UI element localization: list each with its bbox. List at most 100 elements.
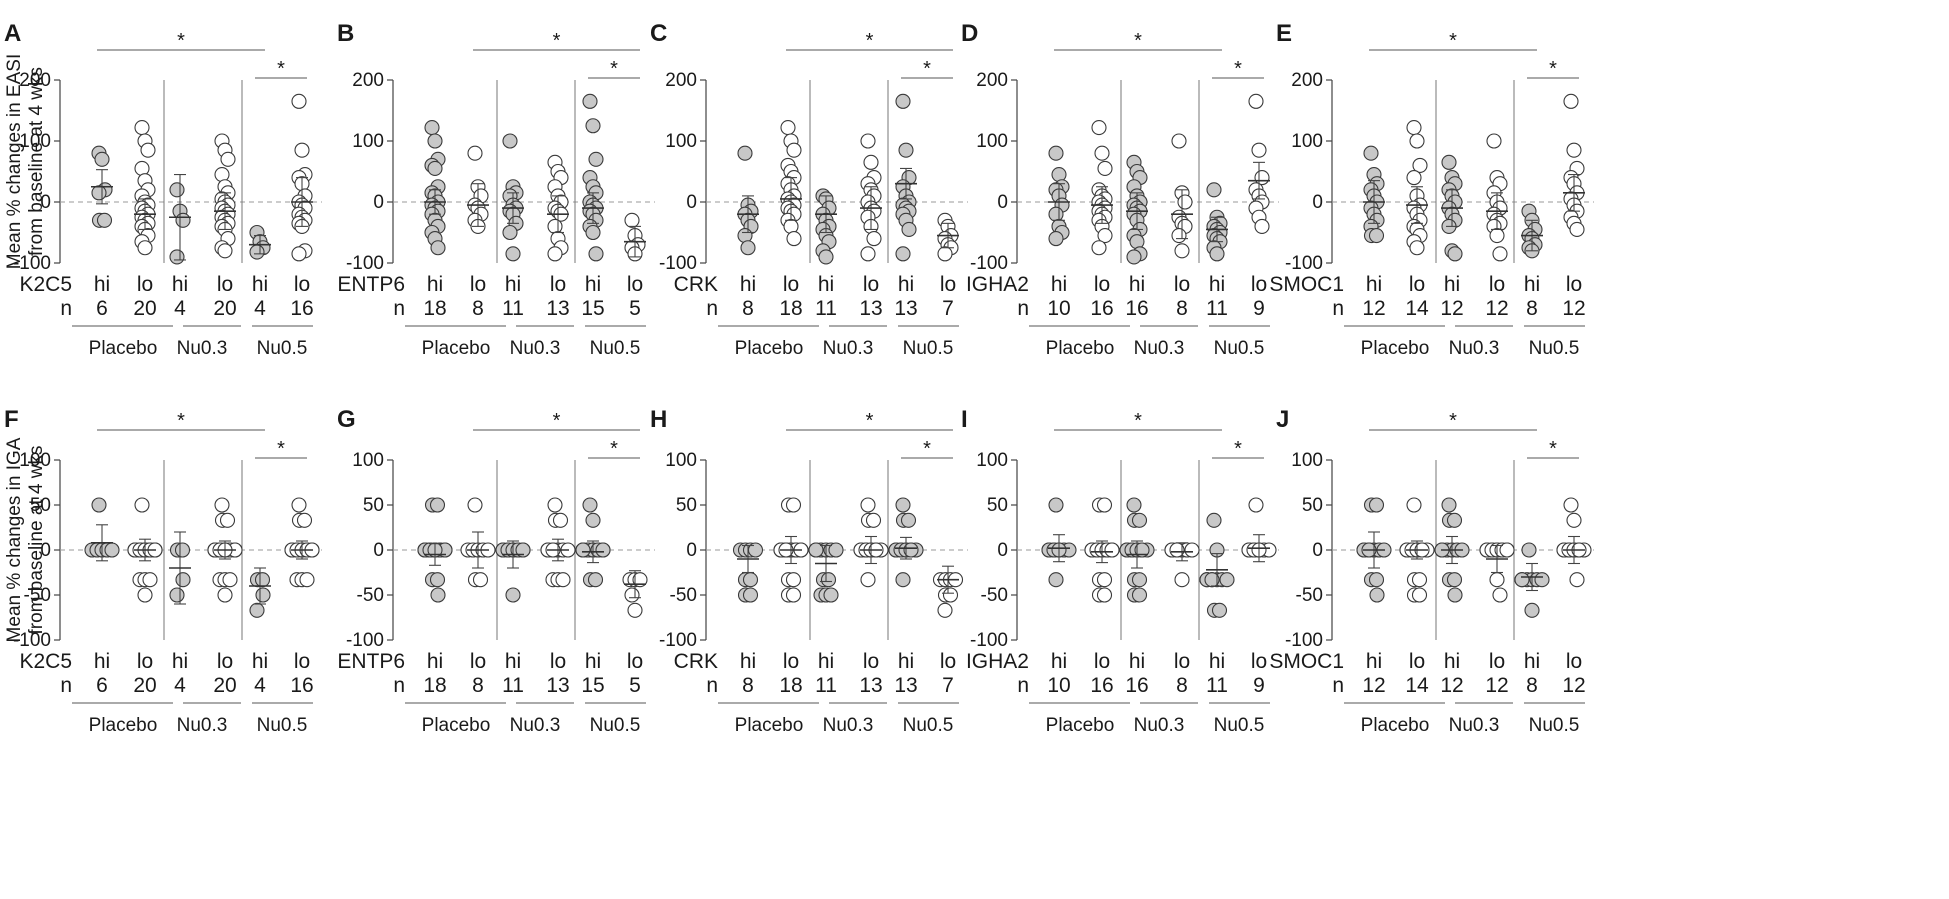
group-label: Placebo [1046,338,1115,359]
category-label: hi [1209,650,1225,673]
data-point [585,118,601,134]
category-label: lo [294,273,310,296]
category-label: hi [740,273,756,296]
data-point [294,142,310,158]
data-point [515,542,531,558]
category-label: hi [1129,650,1145,673]
y-tick-label: 0 [1312,540,1323,561]
n-value: 16 [1125,297,1148,320]
y-tick-label: 50 [1302,495,1323,516]
data-point [1126,497,1142,513]
group-label: Nu0.3 [1449,715,1500,736]
data-point [1134,542,1150,558]
y-tick-label: 100 [19,450,51,471]
data-point [582,93,598,109]
data-point [175,212,191,228]
data-point [900,512,917,528]
data-point [1171,228,1187,244]
data-point [1524,602,1540,618]
significance-star: * [923,58,931,80]
data-point [1569,221,1585,237]
category-label: hi [1524,650,1540,673]
data-point [860,572,876,588]
n-value: 12 [1485,674,1508,697]
data-point [785,572,802,588]
category-label: lo [1174,273,1190,296]
category-label: lo [940,650,956,673]
category-label: lo [470,650,486,673]
category-label: lo [1566,273,1582,296]
n-value: 8 [1176,297,1188,320]
n-label: n [706,674,718,697]
data-point [1104,542,1120,558]
data-point [937,602,953,618]
data-point [94,151,110,167]
group-label: Nu0.3 [510,338,561,359]
y-tick-label: -100 [659,253,697,274]
n-value: 11 [815,297,837,320]
data-point [786,142,802,158]
category-label: lo [783,273,799,296]
category-label: hi [898,273,914,296]
data-point [1204,572,1220,588]
data-point [254,572,271,588]
panel-a: A-1000100200hi6lo20hi4lo20hi4lo16K2C5nPl… [4,20,322,359]
y-tick-label: -100 [346,630,384,651]
data-point [742,572,759,588]
y-tick-label: 200 [665,70,697,91]
category-label: lo [1489,273,1505,296]
panel-c: C-1000100200hi8lo18hi11lo13hi13lo7CRKnPl… [650,20,968,359]
data-point [1174,572,1190,588]
data-point [1254,218,1270,234]
data-point [552,512,569,528]
y-tick-label: 100 [665,131,697,152]
n-value: 8 [1526,674,1538,697]
data-point [1489,228,1505,244]
y-tick-label: -100 [1285,630,1323,651]
data-point [937,246,953,262]
data-point [1096,572,1113,588]
data-point [134,497,150,513]
significance-star: * [277,58,285,80]
n-value: 6 [96,674,108,697]
marker-name: CRK [674,650,718,673]
data-point [291,497,307,513]
n-label: n [1017,297,1029,320]
data-point [1251,142,1267,158]
data-point [1409,240,1425,256]
marker-name: ENTP6 [337,273,405,296]
data-point [91,497,107,513]
data-point [575,542,591,558]
n-value: 10 [1047,674,1070,697]
data-point [1211,602,1228,618]
data-point [1411,572,1428,588]
n-value: 10 [1047,297,1070,320]
n-label: n [60,297,72,320]
category-label: hi [740,650,756,673]
data-point [1368,228,1385,244]
data-point [175,572,191,588]
data-point [1406,170,1422,186]
data-point [140,142,156,158]
category-label: hi [94,650,110,673]
data-point [217,587,233,603]
category-label: hi [505,650,521,673]
data-point [1447,246,1463,262]
data-point [823,587,839,603]
significance-star: * [1134,30,1142,52]
n-value: 18 [779,297,802,320]
y-tick-label: 50 [676,495,697,516]
category-label: lo [1094,650,1110,673]
marker-name: IGHA2 [966,273,1029,296]
group-label: Placebo [422,338,491,359]
y-tick-label: 100 [19,131,51,152]
data-point [1563,497,1579,513]
y-tick-label: 0 [686,540,697,561]
data-point [582,497,598,513]
n-value: 16 [1090,674,1113,697]
n-value: 8 [472,674,484,697]
data-point [547,246,563,262]
n-value: 8 [742,674,754,697]
data-point [1521,542,1537,558]
y-tick-label: -50 [24,585,51,606]
